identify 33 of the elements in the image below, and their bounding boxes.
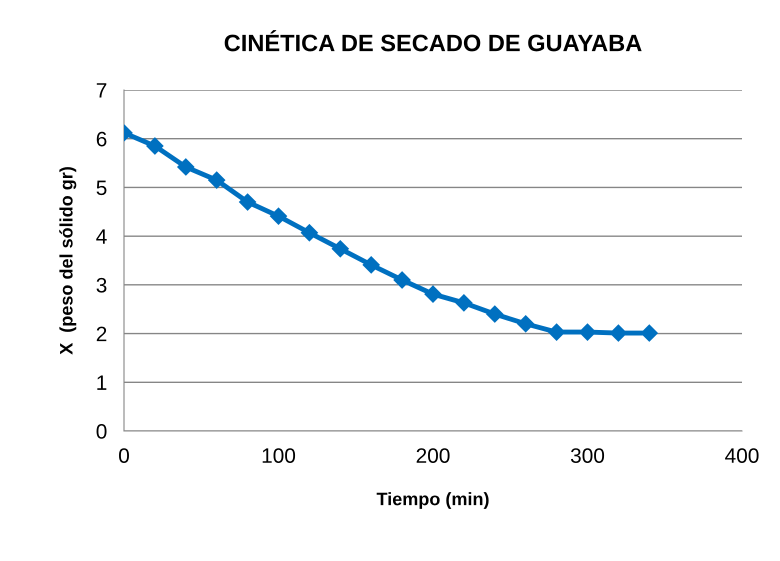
y-tick-label: 3 [96, 278, 106, 293]
y-tick-label: 0 [96, 424, 107, 439]
point [610, 324, 627, 342]
y-tick-label: 7 [96, 83, 106, 98]
point [424, 286, 442, 303]
y-tick-label: 6 [96, 132, 106, 146]
chart-title: CINÉTICA DE SECADO DE GUAYABA [224, 30, 642, 52]
y-axis-title: X (peso del sólido gr) [59, 167, 76, 355]
y-tick-label: 2 [96, 326, 106, 342]
point [270, 208, 288, 225]
x-tick-label: 400 [725, 448, 759, 463]
point [394, 271, 411, 289]
point [517, 315, 534, 332]
y-tick-label: 4 [96, 229, 107, 244]
y-tick-label: 1 [97, 376, 106, 390]
point [146, 137, 164, 155]
x-tick-label: 0 [119, 448, 129, 463]
x-tick-label: 100 [262, 448, 296, 463]
x-axis-title: Tiempo (min) [376, 492, 489, 509]
point [332, 240, 349, 258]
x-tick-label: 300 [570, 448, 604, 463]
point [208, 172, 226, 189]
point [177, 158, 194, 176]
point [455, 294, 472, 312]
point [640, 324, 658, 342]
point [239, 193, 256, 211]
point [300, 224, 318, 242]
y-tick-label: 5 [96, 180, 106, 196]
point [578, 324, 596, 341]
point [362, 256, 380, 274]
point [548, 324, 566, 341]
x-tick-label: 200 [416, 448, 450, 463]
point [486, 306, 504, 323]
